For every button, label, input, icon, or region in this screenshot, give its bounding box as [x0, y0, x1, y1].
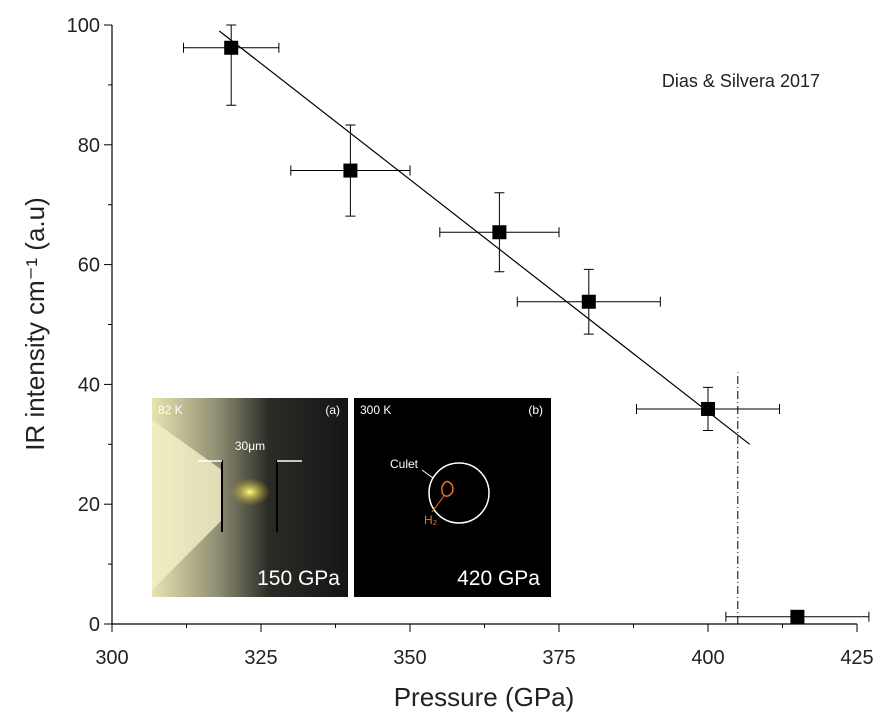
x-tick-label: 400 [691, 647, 724, 669]
inset-b: 300 K (b) Culet H₂ 420 GPa [354, 398, 551, 597]
point [492, 225, 507, 240]
inset-label: 150 GPa [257, 567, 340, 590]
pointer [431, 495, 445, 513]
y-tick-label: 20 [78, 494, 100, 516]
annotation: Dias & Silvera 2017 [662, 71, 820, 91]
inset-label: 30μm [235, 439, 265, 453]
inset-label: (a) [325, 403, 340, 417]
y-tick-label: 80 [78, 135, 100, 157]
x-axis-title: Pressure (GPa) [394, 682, 575, 712]
inset-label: 420 GPa [457, 567, 540, 590]
inset-label: Culet [390, 457, 419, 471]
point [701, 401, 715, 416]
inset-label: 82 K [158, 403, 183, 417]
sample [441, 480, 454, 497]
x-tick-label: 300 [95, 647, 128, 669]
x-tick-label: 425 [840, 647, 873, 669]
x-tick-label: 350 [393, 647, 426, 669]
y-error-bar [226, 24, 237, 106]
x-tick-label: 325 [244, 647, 277, 669]
fit-line [218, 30, 751, 445]
inset-label: (b) [528, 403, 543, 417]
x-tick-label: 375 [542, 647, 575, 669]
sample [230, 478, 270, 506]
y-tick-label: 100 [67, 15, 100, 37]
y-tick-label: 60 [78, 255, 100, 277]
y-axis-title: IR intensity cm⁻¹ (a.u) [20, 197, 50, 451]
inset-label: 300 K [360, 403, 391, 417]
anvil [152, 420, 222, 590]
y-tick-label: 0 [89, 614, 100, 636]
point [790, 609, 805, 624]
point [343, 163, 358, 178]
y-tick-label: 40 [78, 374, 100, 396]
point [224, 40, 239, 55]
inset-a: 82 K (a) 30μm 150 GPa [152, 398, 348, 597]
pointer [421, 469, 434, 479]
culet [428, 462, 490, 524]
inset-image [354, 398, 551, 597]
point [581, 294, 596, 309]
inset-label: H₂ [424, 513, 438, 527]
